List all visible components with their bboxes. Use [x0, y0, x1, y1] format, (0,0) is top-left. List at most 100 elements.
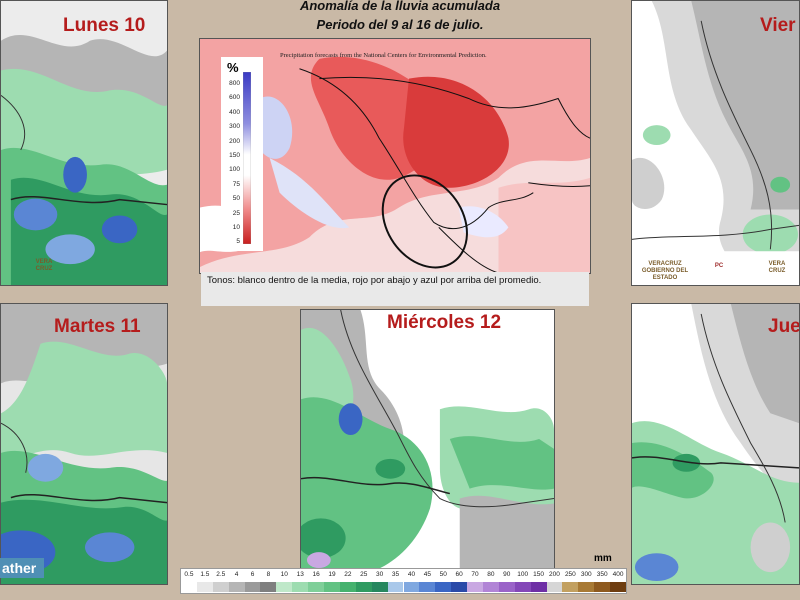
colorbar-swatch — [196, 582, 213, 592]
colorbar-swatch — [498, 582, 515, 592]
veracruz-logo: VERA CRUZ — [760, 261, 794, 275]
logo-text: VERA CRUZ — [768, 261, 786, 274]
colorbar-tick-label: 30 — [376, 571, 384, 578]
colorbar-tick-label: 25 — [360, 571, 368, 578]
percent-tick: 600 — [229, 94, 240, 102]
colorbar-swatch — [308, 582, 325, 592]
percent-legend — [221, 57, 263, 251]
gobierno-logo: VERACRUZ GOBIERNO DEL ESTADO — [640, 261, 690, 282]
colorbar-tick-label: 35 — [391, 571, 400, 578]
percent-tick: 400 — [229, 108, 240, 116]
colorbar-swatch — [212, 582, 229, 592]
martes-map — [1, 304, 167, 584]
unit-label: mm — [594, 553, 612, 564]
percent-tick: 150 — [229, 152, 240, 159]
colorbar-swatch — [228, 582, 245, 592]
percent-tick: 50 — [232, 195, 240, 203]
anomaly-caption: Tonos: blanco dentro de la media, rojo p… — [201, 272, 589, 306]
colorbar-swatch — [546, 582, 563, 592]
colorbar-swatch — [181, 582, 197, 592]
anomaly-map-graphic — [200, 39, 590, 273]
day-label-viernes: Vier — [760, 15, 796, 36]
percent-tick: 5 — [236, 238, 240, 246]
colorbar-swatch — [419, 582, 436, 592]
day-label-jueves: Jue — [768, 316, 800, 337]
colorbar-tick-label: 16 — [312, 571, 320, 578]
colorbar-swatch — [482, 582, 499, 592]
colorbar-tick-label: 50 — [439, 571, 447, 578]
colorbar-tick-label: 150 — [533, 571, 545, 578]
colorbar-tick-label: 2.5 — [216, 571, 226, 578]
colorbar-tick-label: 40 — [407, 571, 416, 578]
colorbar-swatch — [514, 582, 531, 592]
percent-tick: 10 — [232, 224, 240, 231]
panel-jueves: Jue — [631, 303, 800, 585]
miercoles-map — [301, 310, 554, 568]
colorbar-tick-label: 45 — [423, 571, 431, 578]
colorbar-tick-label: 70 — [471, 571, 479, 578]
colorbar-tick-label: 19 — [328, 571, 336, 578]
colorbar-tick-label: 10 — [280, 571, 288, 578]
lunes-map — [1, 1, 167, 285]
colorbar-tick-label: 8 — [266, 571, 271, 578]
colorbar-swatch — [403, 582, 420, 592]
logo-text: PC — [714, 263, 724, 269]
pc-logo: PC — [704, 263, 734, 270]
colorbar-tick-label: 100 — [517, 571, 529, 578]
colorbar-swatch — [339, 582, 356, 592]
day-label-miercoles: Miércoles 12 — [387, 312, 502, 333]
day-label-martes: Martes 11 — [54, 316, 141, 337]
viernes-map — [632, 1, 799, 285]
percent-tick: 25 — [232, 209, 240, 217]
logo-text: VERA CRUZ — [35, 259, 53, 272]
colorbar-tick-label: 60 — [455, 571, 463, 578]
colorbar-tick-label: 4 — [234, 571, 239, 578]
colorbar-tick-label: 1.5 — [200, 571, 210, 578]
colorbar-swatch — [276, 582, 293, 592]
percent-tick: 200 — [229, 137, 240, 145]
colorbar-swatch — [451, 582, 468, 592]
anomaly-map — [199, 38, 591, 274]
precip-colorbar: 0.5 1.5 2.5 4 6 8 10 13 16 19 22 25 30 35 40 45 50 60 70 80… — [180, 568, 627, 594]
colorbar-swatch — [435, 582, 452, 592]
panel-martes: Martes 11 — [0, 303, 168, 585]
percent-tick: 75 — [232, 180, 240, 188]
logo-text: VERACRUZ GOBIERNO DEL ESTADO — [641, 261, 689, 281]
percent-colorbar — [243, 72, 251, 244]
colorbar-swatch — [467, 582, 483, 592]
colorbar-swatch — [260, 582, 277, 592]
colorbar-swatch — [371, 582, 388, 592]
colorbar-tick-label: 13 — [296, 571, 304, 578]
day-label-lunes: Lunes 10 — [63, 15, 146, 36]
colorbar-tick-label: 6 — [250, 571, 255, 578]
colorbar-swatch — [324, 582, 340, 592]
colorbar-swatch — [578, 582, 595, 592]
colorbar-tick-label: 80 — [487, 571, 495, 578]
colorbar-tick-label: 400 — [612, 571, 624, 578]
colorbar-tick-label: 0.5 — [184, 571, 194, 578]
colorbar-swatch — [530, 582, 547, 592]
panel-viernes: Vier VERACRUZ GOBIERNO DEL ESTADO PC VER… — [631, 0, 800, 286]
colorbar-swatch — [594, 582, 611, 592]
colorbar-tick-label: 90 — [503, 571, 511, 578]
colorbar-tick-label: 350 — [596, 571, 608, 578]
colorbar-swatch — [355, 582, 372, 592]
colorbar-tick-label: 22 — [344, 571, 352, 578]
title-line-1: Anomalía de la lluvia acumulada — [299, 0, 501, 13]
percent-tick: 800 — [229, 80, 240, 87]
colorbar-swatch — [562, 582, 579, 592]
jueves-map — [632, 304, 799, 584]
map-title: Anomalía de la lluvia acumulada Periodo … — [200, 0, 600, 34]
percent-symbol: % — [227, 60, 239, 75]
colorbar-tick-label: 250 — [564, 571, 576, 578]
weather-watermark: ather — [0, 558, 44, 578]
source-note: Precipitation forecasts from the Nationa… — [280, 52, 487, 59]
colorbar-swatch — [244, 582, 261, 592]
colorbar-swatch — [292, 582, 309, 592]
colorbar-tick-label: 200 — [549, 571, 560, 578]
panel-lunes: Lunes 10 VERA CRUZ — [0, 0, 168, 286]
panel-miercoles: Miércoles 12 — [300, 309, 555, 569]
colorbar-swatch — [610, 582, 626, 592]
colorbar-swatch — [387, 582, 404, 592]
veracruz-logo: VERA CRUZ — [27, 259, 61, 273]
